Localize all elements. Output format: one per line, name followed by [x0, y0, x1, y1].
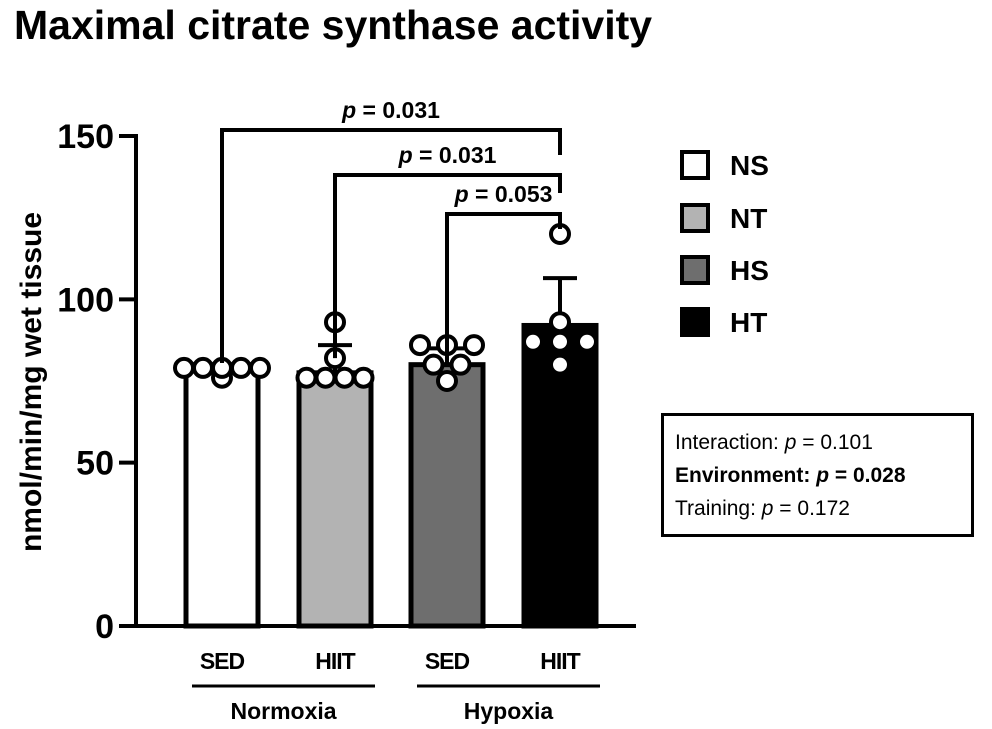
data-point-hs — [463, 334, 485, 357]
data-point-ht — [576, 330, 598, 353]
data-point-hs — [409, 334, 431, 357]
legend-swatch-nt — [680, 203, 710, 233]
bar-ns — [183, 365, 261, 629]
data-point-ht — [522, 330, 544, 353]
comparison-label: p = 0.031 — [398, 142, 497, 168]
stats-interaction: Interaction: p = 0.101 — [675, 431, 873, 454]
comparison-bracket — [220, 128, 562, 364]
y-tick-label: 50 — [76, 445, 114, 483]
bar-hs — [408, 362, 486, 629]
data-point-hs — [449, 353, 472, 376]
comparison-bracket — [445, 212, 562, 357]
y-tick-label: 0 — [95, 608, 114, 646]
chart-title: Maximal citrate synthase activity — [14, 2, 653, 48]
comparison-label: p = 0.053 — [454, 181, 553, 207]
data-point-ht — [549, 311, 571, 334]
data-point-nt — [295, 366, 318, 389]
y-tick-label: 100 — [57, 281, 114, 319]
legend-label-nt: NT — [730, 203, 767, 234]
comparison-label: p = 0.031 — [341, 97, 440, 123]
data-point-ns — [230, 356, 252, 379]
group-label: Normoxia — [230, 698, 336, 724]
data-point-hs — [422, 353, 445, 376]
data-point-nt — [352, 366, 375, 389]
y-tick-label: 150 — [57, 118, 114, 156]
data-point-ns — [173, 356, 195, 379]
data-point-nt — [333, 366, 356, 389]
x-tick-label: SED — [200, 648, 245, 674]
legend-swatch-ns — [680, 150, 710, 180]
legend-swatch-ht — [680, 307, 710, 337]
stats-environment: Environment: p = 0.028 — [675, 464, 906, 487]
legend-label-ht: HT — [730, 307, 767, 338]
data-point-nt — [314, 366, 337, 389]
stats-box: Interaction: p = 0.101 Environment: p = … — [661, 413, 974, 537]
group-label: Hypoxia — [464, 698, 554, 724]
y-axis-label: nmol/min/mg wet tissue — [15, 212, 48, 552]
data-point-hs — [436, 370, 458, 392]
bar-nt — [296, 370, 374, 629]
data-point-ht — [549, 353, 571, 376]
x-tick-label: SED — [425, 648, 470, 674]
legend-swatch-hs — [680, 255, 710, 285]
x-tick-label: HIIT — [540, 648, 580, 674]
data-point-ns — [249, 356, 271, 379]
stats-training: Training: p = 0.172 — [675, 497, 850, 520]
legend-label-hs: HS — [730, 255, 769, 286]
data-point-ns — [192, 356, 214, 379]
data-point-ht — [549, 330, 571, 353]
comparison-bracket — [333, 173, 562, 359]
legend-label-ns: NS — [730, 150, 769, 181]
x-tick-label: HIIT — [315, 648, 355, 674]
